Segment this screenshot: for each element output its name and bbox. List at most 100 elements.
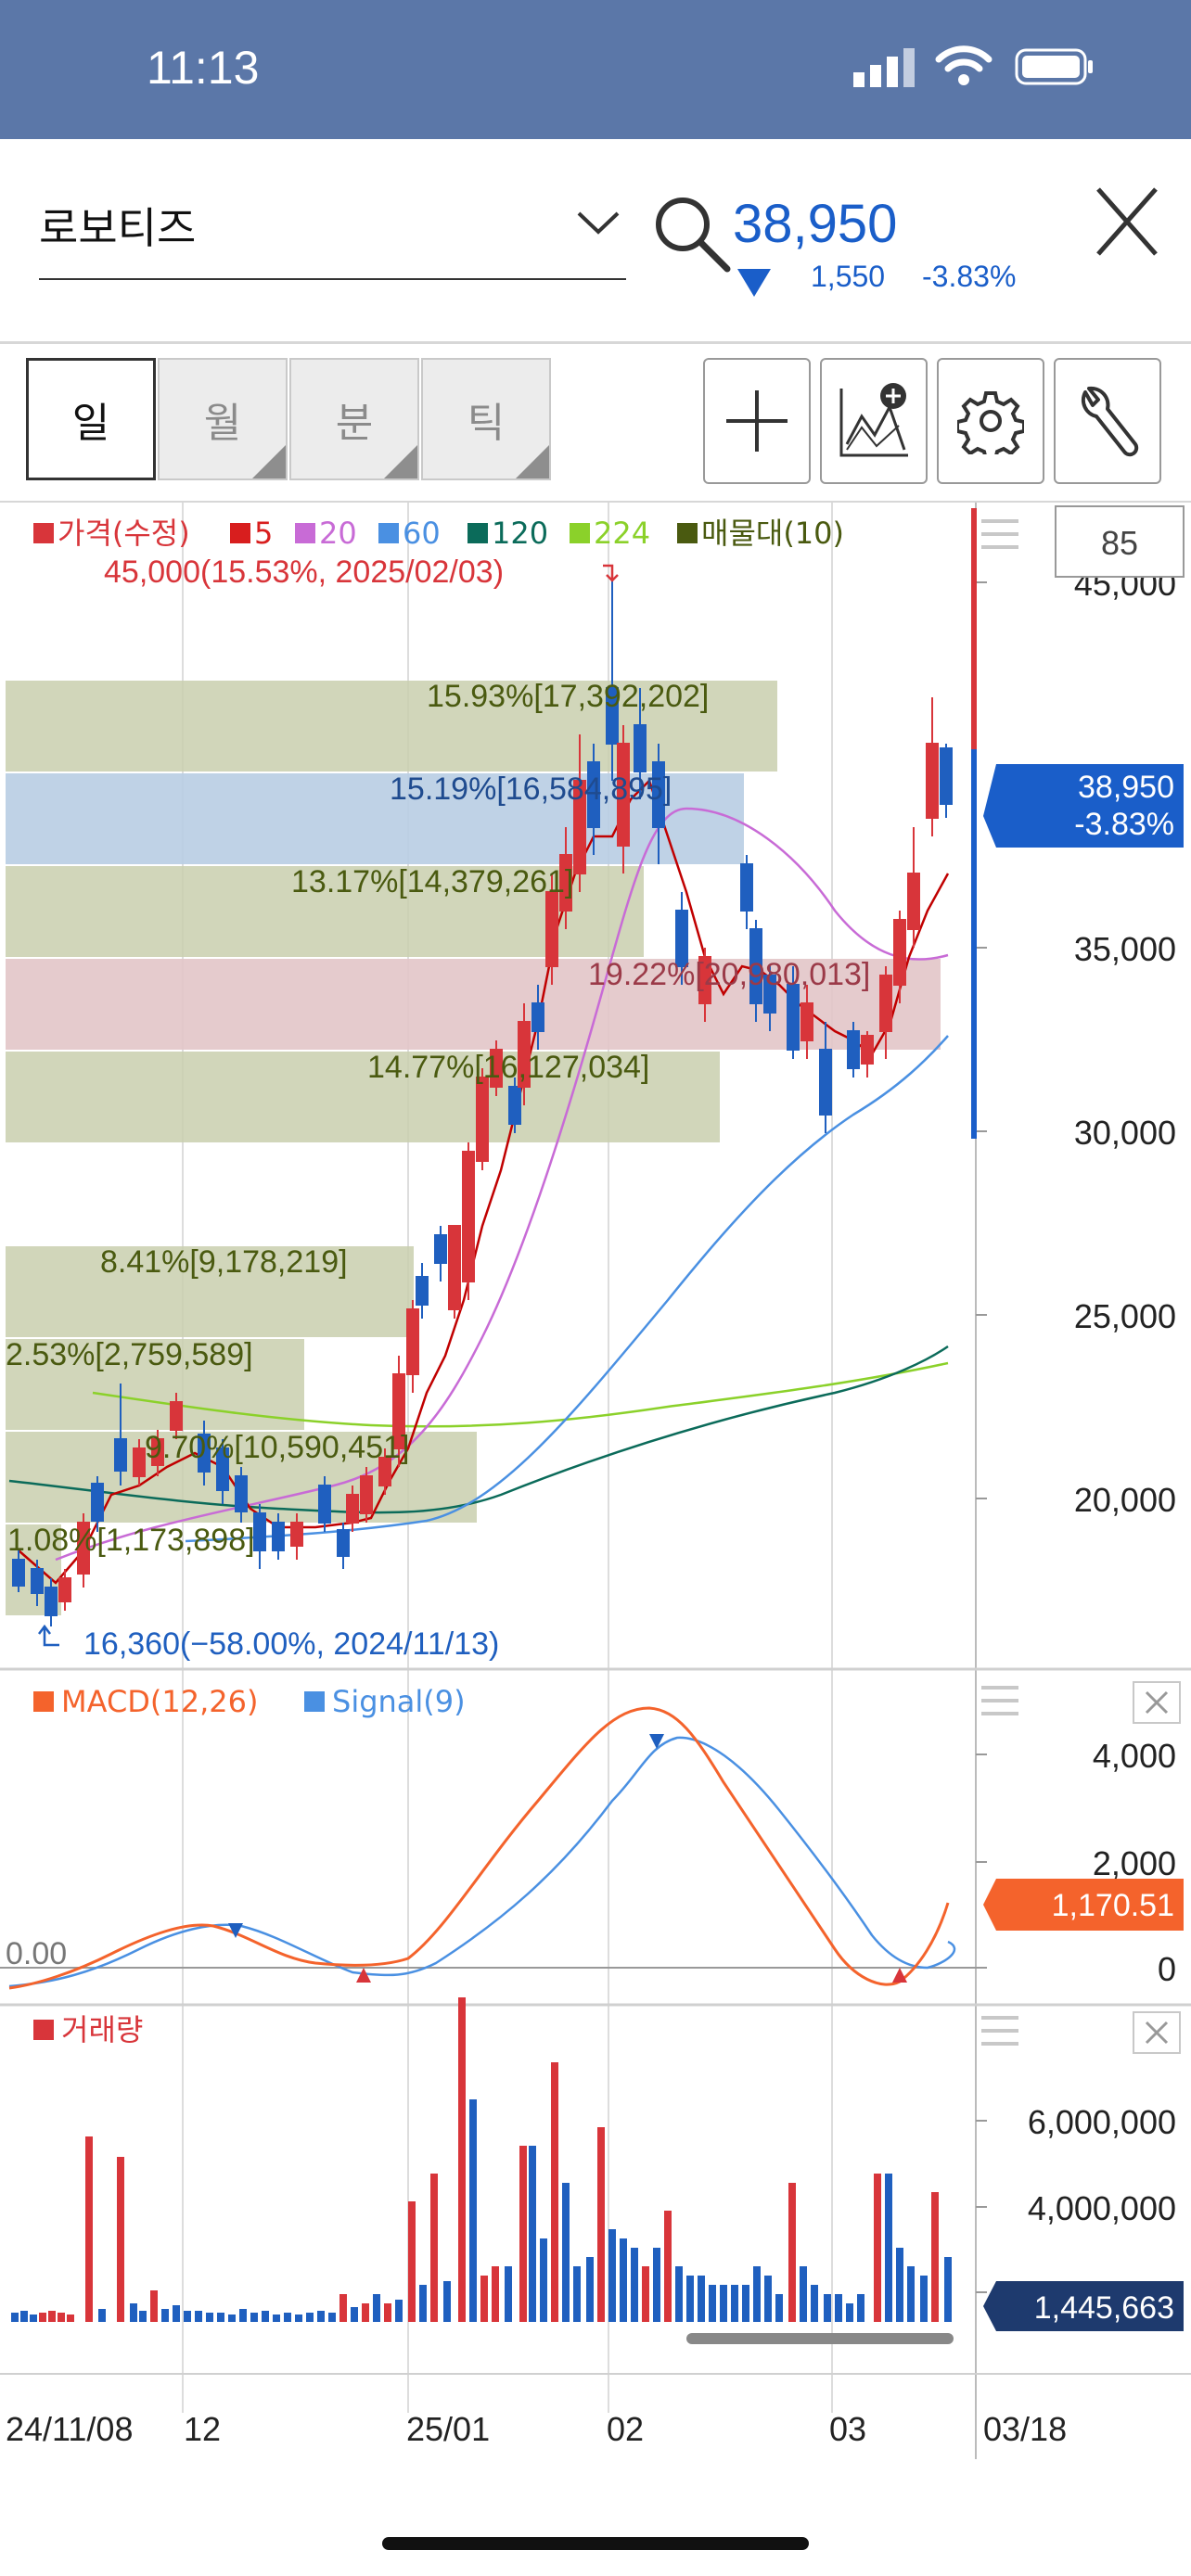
search-icon[interactable] bbox=[651, 193, 731, 273]
price-range-bar-blue bbox=[971, 749, 977, 1139]
vp-box-4 bbox=[6, 959, 941, 1050]
stock-chart[interactable]: 45,000 35,000 30,000 25,000 20,000 bbox=[0, 503, 1191, 2524]
volume-bar bbox=[306, 2313, 314, 2322]
volume-bar bbox=[351, 2307, 358, 2322]
macd-signal-marker-3 bbox=[356, 1968, 371, 1983]
vp-box-3 bbox=[6, 866, 644, 957]
volume-bar bbox=[130, 2303, 137, 2322]
volume-bar bbox=[653, 2248, 660, 2322]
volume-bar bbox=[262, 2311, 269, 2322]
volume-bar bbox=[395, 2300, 403, 2322]
vp-box-1 bbox=[6, 681, 777, 772]
chart-add-icon bbox=[839, 383, 908, 457]
volume-bar bbox=[675, 2266, 683, 2322]
macd-signal-line bbox=[8, 1736, 956, 1988]
x-label-2: 12 bbox=[184, 2410, 221, 2448]
vp-label-2: 15.19%[16,584,895] bbox=[390, 772, 672, 807]
volume-bar bbox=[30, 2315, 37, 2322]
current-price-tag-pct: -3.83% bbox=[1074, 807, 1174, 842]
volume-bar bbox=[217, 2313, 224, 2322]
volume-bar bbox=[492, 2266, 499, 2322]
vp-label-5: 14.77%[16,127,034] bbox=[367, 1050, 649, 1085]
volume-bar bbox=[597, 2127, 605, 2322]
volume-bar bbox=[764, 2276, 772, 2322]
volume-bar bbox=[811, 2285, 818, 2322]
current-price-tag bbox=[983, 764, 1184, 848]
legend-ma120: 120 bbox=[492, 516, 548, 551]
volume-bar bbox=[250, 2313, 258, 2322]
volume-close-icon bbox=[1145, 2021, 1169, 2045]
volume-bar bbox=[67, 2315, 74, 2322]
volume-bar bbox=[800, 2266, 807, 2322]
vp-label-1: 15.93%[17,392,202] bbox=[427, 679, 709, 714]
volume-bar bbox=[642, 2266, 649, 2322]
vp-box-5 bbox=[6, 1052, 720, 1142]
volume-bar bbox=[273, 2315, 280, 2322]
legend-volume: 거래량 bbox=[61, 2012, 143, 2047]
gear-icon bbox=[957, 391, 1024, 454]
volume-bar bbox=[430, 2174, 438, 2322]
stock-name[interactable]: 로보티즈 bbox=[39, 203, 197, 253]
volume-bar bbox=[664, 2211, 672, 2322]
price-tick-35000: 35,000 bbox=[1074, 930, 1176, 968]
price-tick-20000: 20,000 bbox=[1074, 1481, 1176, 1519]
down-arrow-icon bbox=[737, 269, 771, 297]
volume-bars bbox=[11, 1997, 952, 2322]
volume-menu-icon bbox=[981, 2016, 1018, 2046]
x-label-1: 24/11/08 bbox=[6, 2410, 133, 2448]
volume-bar bbox=[944, 2257, 952, 2322]
volume-bar bbox=[228, 2315, 236, 2322]
macd-current-tag-value: 1,170.51 bbox=[1052, 1888, 1174, 1923]
tools-button[interactable] bbox=[1054, 358, 1161, 484]
volume-bar bbox=[586, 2257, 594, 2322]
macd-menu-icon bbox=[981, 1686, 1018, 1715]
volume-bar bbox=[573, 2266, 581, 2322]
volume-bar bbox=[608, 2229, 616, 2322]
chevron-down-icon[interactable] bbox=[575, 204, 621, 241]
volume-bar bbox=[328, 2313, 336, 2322]
add-indicator-button[interactable] bbox=[820, 358, 928, 484]
volume-bar bbox=[698, 2276, 705, 2322]
legend-macd: MACD(12,26) bbox=[61, 1684, 259, 1719]
volume-bar bbox=[139, 2311, 147, 2322]
volume-bar bbox=[98, 2309, 106, 2322]
price-change: 1,550 bbox=[811, 260, 886, 293]
volume-bar bbox=[731, 2285, 738, 2322]
legend-ma224: 224 bbox=[594, 516, 650, 551]
current-price-tag-price: 38,950 bbox=[1078, 770, 1174, 805]
tab-day[interactable]: 일 bbox=[26, 358, 156, 480]
vp-label-4: 19.22%[20,980,013] bbox=[588, 957, 870, 992]
volume-bar bbox=[562, 2183, 570, 2322]
volume-bar bbox=[709, 2285, 716, 2322]
volume-profile bbox=[6, 681, 941, 1615]
macd-tick-4000: 4,000 bbox=[1093, 1737, 1176, 1775]
wifi-icon bbox=[935, 45, 992, 85]
volume-bar bbox=[458, 1997, 466, 2322]
ma120-line bbox=[8, 1345, 949, 1514]
candle-group bbox=[12, 577, 953, 1626]
tab-month[interactable]: 월 bbox=[158, 358, 288, 480]
volume-bar bbox=[317, 2311, 325, 2322]
signal-icon bbox=[853, 48, 915, 87]
volume-bar bbox=[519, 2146, 527, 2322]
status-time: 11:13 bbox=[147, 42, 260, 94]
legend-volume-profile: 매물대(10) bbox=[701, 516, 844, 551]
macd-close-icon bbox=[1145, 1690, 1169, 1715]
volume-bar bbox=[339, 2294, 347, 2322]
crosshair-button[interactable] bbox=[703, 358, 811, 484]
volume-bar bbox=[206, 2313, 213, 2322]
volume-bar bbox=[824, 2294, 831, 2322]
tab-minute[interactable]: 분 bbox=[289, 358, 419, 480]
price-axis-ticks bbox=[976, 581, 987, 1499]
price-tick-30000: 30,000 bbox=[1074, 1114, 1176, 1152]
volume-bar bbox=[931, 2192, 939, 2322]
volume-bar bbox=[874, 2174, 881, 2322]
volume-bar bbox=[284, 2313, 291, 2322]
volume-bar bbox=[775, 2294, 783, 2322]
tab-tick[interactable]: 틱 bbox=[421, 358, 551, 480]
crosshair-icon bbox=[726, 390, 788, 452]
settings-button[interactable] bbox=[937, 358, 1044, 484]
volume-bar bbox=[443, 2281, 451, 2322]
home-indicator[interactable] bbox=[382, 2537, 809, 2550]
close-icon[interactable] bbox=[1095, 185, 1161, 260]
